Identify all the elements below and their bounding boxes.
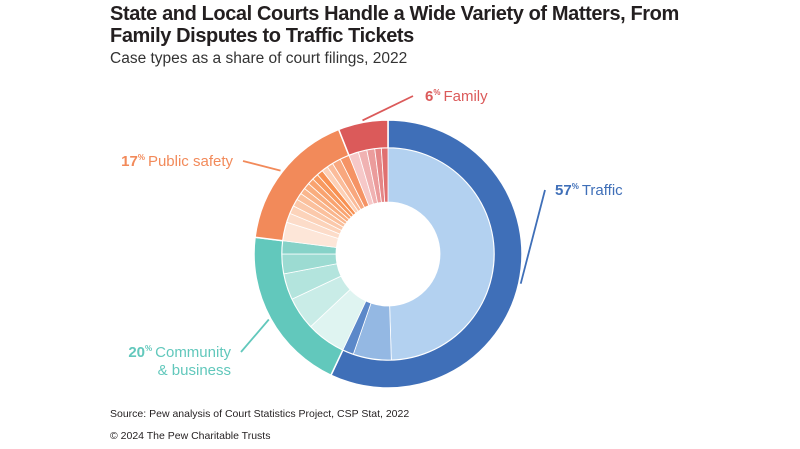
label-leaders — [240, 95, 546, 353]
inner-slice-family-5 — [380, 147, 389, 203]
leader-line-public-safety — [242, 160, 281, 172]
leader-line-family — [362, 95, 414, 122]
slice-label-traffic: 57% Traffic — [555, 182, 623, 199]
slice-label-community-business: 20% Community — [128, 344, 231, 361]
slice-label-family: 6% Family — [425, 88, 488, 105]
source-note: Source: Pew analysis of Court Statistics… — [110, 408, 410, 420]
slice-label-unit: % — [572, 182, 579, 191]
slice-label-unit: % — [138, 153, 145, 162]
chart-subtitle: Case types as a share of court filings, … — [110, 50, 408, 67]
leader-line-traffic — [519, 189, 546, 284]
slice-label-value: 6 — [425, 88, 433, 105]
slice-label-name-line: & business — [158, 362, 231, 379]
slice-label-name: Family — [443, 88, 488, 105]
slice-label-value: 20 — [128, 344, 145, 361]
slice-label-unit: % — [145, 344, 152, 353]
slice-label-name: Traffic — [582, 182, 623, 199]
slice-label-value: 57 — [555, 182, 572, 199]
copyright-note: © 2024 The Pew Charitable Trusts — [110, 430, 271, 442]
leader-line-community-business — [240, 318, 270, 353]
slice-label-value: 17 — [121, 153, 138, 170]
slice-label-name: Public safety — [148, 153, 234, 170]
inner-slice-traffic-1 — [387, 147, 495, 361]
chart-title: State and Local Courts Handle a Wide Var… — [110, 3, 679, 47]
inner-ring — [281, 147, 495, 361]
slice-label-name: Community — [155, 344, 231, 361]
slice-label-public-safety: 17% Public safety — [121, 153, 233, 170]
slice-label-unit: % — [433, 88, 440, 97]
